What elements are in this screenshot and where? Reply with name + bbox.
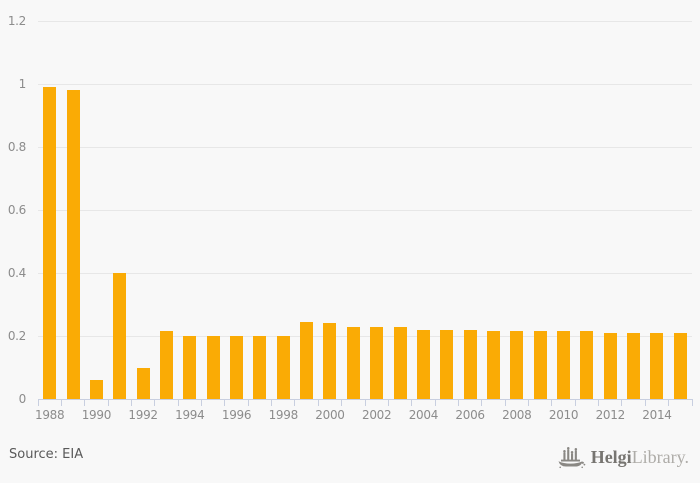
x-axis-label: 1994 [175, 408, 205, 422]
gridline-1 [38, 83, 692, 85]
axis-tick [271, 399, 273, 406]
x-axis-label: 2008 [502, 408, 532, 422]
axis-tick [621, 399, 623, 406]
axis-tick [691, 399, 693, 406]
gridline-1.2 [38, 20, 692, 22]
x-axis-label: 2002 [362, 408, 392, 422]
axis-tick [84, 399, 86, 406]
y-axis-label: 1 [18, 77, 27, 91]
gridline-0.4 [38, 272, 692, 274]
x-axis-label: 1996 [221, 408, 252, 422]
axis-tick [504, 399, 506, 406]
axis-tick [457, 399, 459, 406]
x-axis-label: 2014 [642, 408, 672, 422]
axis-tick [574, 399, 576, 406]
logo-text-primary: Helgi [590, 447, 632, 467]
bar-1997 [253, 336, 267, 399]
bar-1999 [300, 321, 314, 399]
bar-1989 [66, 90, 80, 399]
x-axis-label: 1992 [128, 408, 158, 422]
bar-1990 [89, 380, 103, 399]
bar-2010 [557, 331, 571, 399]
bar-2002 [370, 326, 384, 399]
bar-2005 [440, 329, 454, 399]
bar-2014 [650, 332, 664, 399]
axis-tick [154, 399, 156, 406]
bar-2007 [486, 331, 500, 399]
axis-tick [247, 399, 249, 406]
axis-tick [341, 399, 343, 406]
axis-tick [644, 399, 646, 406]
y-axis-label: 0 [18, 392, 27, 406]
y-axis-label: 1.2 [7, 14, 26, 28]
bar-2003 [393, 326, 407, 399]
bar-2006 [463, 329, 477, 399]
bar-2004 [416, 329, 430, 399]
bar-2000 [323, 323, 337, 399]
x-axis-label: 2004 [408, 408, 439, 422]
logo-text-secondary: Library. [631, 447, 689, 467]
axis-tick [387, 399, 389, 406]
source-label: Source: EIA [9, 447, 84, 462]
bar-1991 [113, 273, 127, 399]
y-axis-label: 0.8 [7, 140, 26, 154]
axis-tick [411, 399, 413, 406]
bar-2009 [533, 331, 547, 399]
gridline-0.6 [38, 209, 692, 211]
axis-tick [130, 399, 132, 406]
axis-tick [294, 399, 296, 406]
axis-tick [528, 399, 529, 406]
bar-2001 [346, 326, 360, 399]
x-axis-label: 2000 [315, 408, 345, 422]
bar-2013 [627, 332, 641, 399]
bar-1996 [230, 336, 244, 399]
axis-tick [598, 399, 600, 406]
x-axis-label: 2006 [455, 408, 485, 422]
bar-2008 [510, 331, 524, 399]
logo-text: HelgiLibrary. [591, 444, 689, 470]
y-axis-label: 0.4 [7, 266, 26, 280]
axis-tick [177, 399, 179, 406]
y-axis-label: 0.2 [7, 329, 26, 343]
axis-tick [224, 399, 226, 406]
axis-tick [60, 399, 62, 406]
axis-tick [668, 399, 670, 406]
bar-2015 [673, 332, 687, 399]
bar-2011 [580, 331, 594, 399]
axis-tick [317, 399, 319, 406]
x-axis-label: 1990 [81, 408, 112, 422]
axis-tick [481, 399, 483, 406]
gridline-0.2 [38, 335, 692, 337]
axis-tick [364, 399, 366, 406]
bar-1995 [206, 336, 220, 399]
bar-1992 [136, 367, 150, 399]
axis-tick [551, 399, 553, 406]
axis-tick [37, 399, 39, 406]
axis-tick [434, 399, 436, 406]
helgi-library-logo: HelgiLibrary. [558, 444, 689, 470]
x-axis-label: 2012 [595, 408, 626, 422]
y-axis-label: 0.6 [7, 203, 26, 217]
helgi-ship-icon [558, 446, 585, 469]
x-axis-label: 1988 [35, 408, 65, 422]
x-axis-label: 1998 [268, 408, 299, 422]
bar-1993 [159, 331, 173, 399]
bar-1988 [43, 87, 57, 399]
gridline-0.8 [38, 146, 692, 148]
axis-tick [201, 399, 202, 406]
bar-2012 [603, 332, 617, 399]
x-axis-label: 2010 [548, 408, 579, 422]
bar-1998 [276, 336, 290, 399]
bar-1994 [183, 336, 197, 399]
axis-tick [107, 399, 109, 406]
